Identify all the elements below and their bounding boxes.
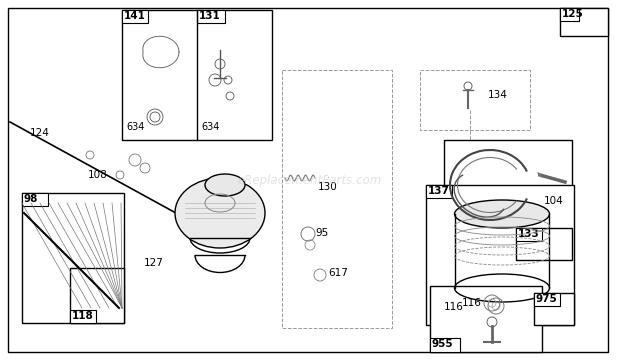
Bar: [560, 8, 608, 36]
Text: 95: 95: [315, 228, 328, 238]
Text: 130: 130: [318, 182, 338, 192]
Text: 127: 127: [144, 258, 164, 268]
Bar: [197, 10, 225, 23]
Bar: [122, 10, 148, 23]
Ellipse shape: [454, 200, 549, 228]
Text: 133: 133: [518, 229, 540, 239]
Bar: [22, 193, 48, 206]
Bar: [516, 228, 572, 260]
Text: 137: 137: [428, 186, 450, 196]
Bar: [426, 185, 574, 325]
Bar: [420, 70, 530, 130]
Text: 955: 955: [432, 339, 454, 349]
Ellipse shape: [205, 174, 245, 196]
Text: 118: 118: [72, 311, 94, 321]
Text: eReplacementParts.com: eReplacementParts.com: [238, 174, 382, 187]
Text: 975: 975: [536, 294, 558, 304]
Bar: [534, 293, 574, 325]
Bar: [430, 338, 460, 352]
Bar: [70, 268, 124, 323]
Text: 116: 116: [444, 302, 464, 312]
Text: 98: 98: [24, 194, 38, 204]
Bar: [430, 286, 542, 352]
Text: 141: 141: [124, 11, 146, 21]
Bar: [516, 228, 542, 241]
Bar: [22, 193, 124, 323]
Bar: [282, 70, 392, 328]
Bar: [426, 185, 452, 198]
Ellipse shape: [175, 178, 265, 248]
Bar: [534, 293, 560, 306]
Text: 116: 116: [462, 298, 482, 308]
Text: 108: 108: [88, 170, 108, 180]
Text: 104: 104: [544, 196, 564, 206]
Text: 134: 134: [488, 90, 508, 100]
Text: 125: 125: [562, 9, 584, 19]
Bar: [70, 310, 96, 323]
Text: 634: 634: [201, 122, 219, 132]
Text: 131: 131: [199, 11, 221, 21]
Bar: [122, 10, 272, 140]
Bar: [560, 8, 579, 21]
Text: 124: 124: [30, 128, 50, 138]
Text: 617: 617: [328, 268, 348, 278]
Text: 634: 634: [126, 122, 144, 132]
Bar: [444, 140, 572, 260]
